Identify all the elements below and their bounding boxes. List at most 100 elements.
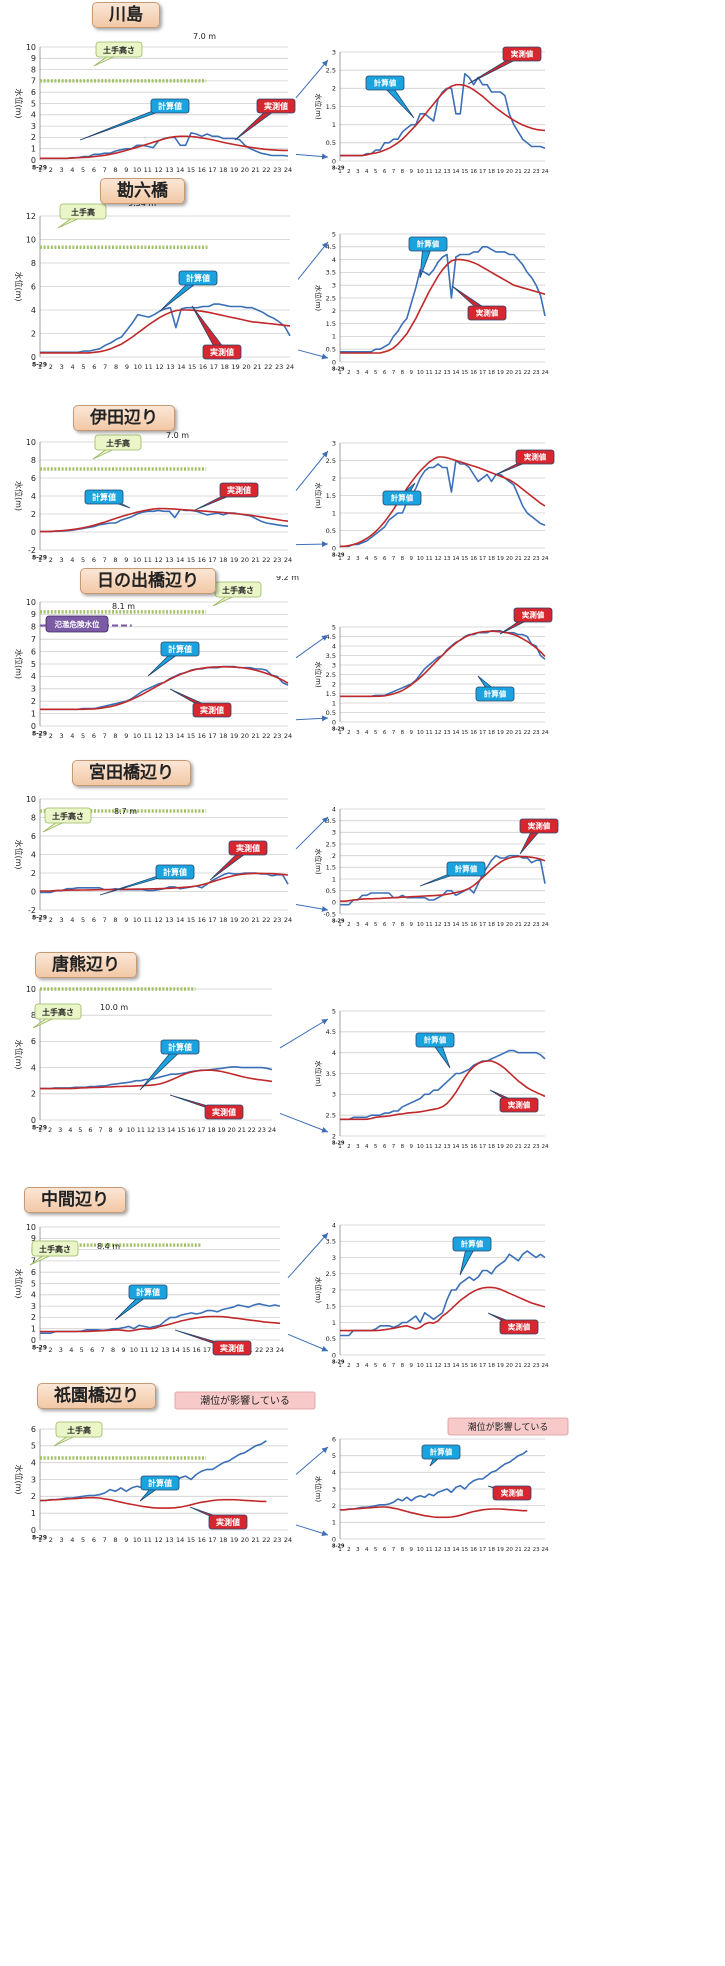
- x-tick-label: 1: [338, 1144, 342, 1150]
- x-tick-label: 13: [443, 922, 450, 928]
- x-tick-label: 17: [479, 370, 486, 376]
- x-tick-label: 12: [151, 1346, 159, 1354]
- x-tick-label: 24: [276, 1346, 284, 1354]
- y-tick-label: 2: [31, 869, 36, 878]
- x-tick-label: 22: [524, 1144, 531, 1150]
- x-tick-label: 20: [241, 166, 249, 174]
- callout-box: [178, 270, 218, 286]
- x-tick-label: 11: [144, 556, 152, 564]
- y-tick-label: 4: [31, 306, 36, 315]
- y-tick-label: 2.5: [326, 457, 336, 465]
- y-tick-label: -0.5: [323, 910, 336, 918]
- x-tick-label: 9: [124, 1536, 128, 1544]
- x-tick-label: 10: [417, 169, 424, 175]
- x-tick-label: 9: [410, 370, 414, 376]
- x-tick-label: 20: [506, 169, 513, 175]
- calc-label: 計算値: [461, 1239, 484, 1249]
- y-tick-label: 0: [31, 722, 36, 731]
- y-tick-label: 4: [31, 1458, 36, 1467]
- zoom-arrows: [295, 1446, 329, 1537]
- calc-callout: 計算値: [365, 75, 415, 119]
- y-tick-label: 5: [332, 230, 336, 238]
- x-tick-label: 9: [124, 916, 128, 924]
- x-tick-label: 8: [111, 1346, 115, 1354]
- x-tick-label: 4: [365, 1363, 369, 1369]
- x-tick-label: 3: [356, 1144, 360, 1150]
- x-tick-label: 3: [59, 556, 63, 564]
- calc-callout: 計算値: [139, 1475, 180, 1502]
- y-tick-label: 0: [31, 887, 36, 896]
- x-tick-label: 5: [374, 169, 378, 175]
- x-tick-label: 13: [165, 1536, 173, 1544]
- y-tick-label: 0: [31, 1116, 36, 1125]
- x-tick-label: 15: [188, 363, 196, 371]
- x-tick-label: 17: [479, 1547, 486, 1553]
- x-tick-label: 12: [154, 166, 162, 174]
- obs-callout: 実測値: [451, 285, 507, 321]
- x-tick-label: 19: [497, 1547, 504, 1553]
- x-tick-label: 2: [347, 1363, 351, 1369]
- x-tick-label: 23: [258, 1126, 266, 1134]
- levee-callout: 土手高: [92, 434, 142, 460]
- x-tick-label: 1: [338, 370, 342, 376]
- x-tick-label: 15: [461, 169, 468, 175]
- zoom-arrow: [287, 1232, 329, 1279]
- y-tick-label: 6: [31, 282, 36, 291]
- x-tick-label: 13: [443, 1547, 450, 1553]
- x-tick-label: 7: [392, 169, 396, 175]
- x-tick-label: 24: [542, 1144, 549, 1150]
- y-tick-label: 1: [332, 1319, 336, 1327]
- x-tick-label: 2: [48, 1346, 52, 1354]
- date-label: 8-29: [332, 1544, 345, 1550]
- x-tick-label: 8: [109, 1126, 113, 1134]
- y-tick-label: 6: [31, 1037, 36, 1046]
- tide-note-text: 潮位が影響している: [468, 1421, 549, 1433]
- calc-callout: 計算値: [114, 1284, 168, 1321]
- x-tick-label: 23: [533, 730, 540, 736]
- x-tick-label: 4: [68, 1126, 72, 1134]
- right-panel: 00.511.522.533.544.551 2 3 4 5 6 7 8 9 10 11 12 13 14…: [314, 230, 549, 376]
- x-tick-label: 10: [417, 556, 424, 562]
- right-panel: 00.511.522.531 2 3 4 5 6 7 8 9 10 11 12 13 14 15 16 17 18…: [314, 439, 555, 562]
- y-tick-label: 3: [332, 661, 336, 669]
- calc-series-line: [340, 459, 546, 548]
- callout-box: [150, 98, 190, 114]
- x-tick-label: 2: [49, 732, 53, 740]
- x-tick-label: 11: [144, 1536, 152, 1544]
- x-tick-label: 1: [38, 363, 42, 371]
- levee-label: 土手高さ: [39, 1244, 71, 1254]
- y-tick-label: 0: [31, 156, 36, 165]
- zoom-arrow: [295, 450, 329, 491]
- y-axis-label: 水位(m): [14, 481, 24, 511]
- date-label: 8-29: [332, 166, 345, 172]
- plot-area: [340, 809, 545, 914]
- y-axis-label: 水位(m): [314, 661, 323, 688]
- y-tick-label: 2.5: [326, 671, 336, 679]
- x-tick-label: 11: [137, 1126, 145, 1134]
- calc-callout: 計算値: [147, 641, 200, 677]
- x-tick-label: 17: [479, 730, 486, 736]
- x-tick-label: 7: [103, 916, 107, 924]
- x-tick-label: 24: [284, 732, 292, 740]
- x-tick-label: 16: [470, 1547, 477, 1553]
- x-tick-label: 18: [488, 556, 495, 562]
- callout-box: [59, 203, 107, 220]
- x-tick-label: 11: [426, 922, 433, 928]
- x-tick-label: 8: [113, 1536, 117, 1544]
- x-tick-label: 3: [356, 370, 360, 376]
- callout-box: [382, 490, 422, 506]
- x-tick-label: 5: [78, 1126, 82, 1134]
- x-tick-label: 6: [88, 1126, 92, 1134]
- x-tick-label: 3: [356, 922, 360, 928]
- x-tick-label: 21: [252, 556, 260, 564]
- x-tick-label: 15: [461, 556, 468, 562]
- y-tick-label: 3: [332, 439, 336, 447]
- x-tick-label: 22: [262, 1536, 270, 1544]
- x-tick-label: 17: [479, 1144, 486, 1150]
- obs-series-line: [40, 665, 289, 711]
- calc-callout: 計算値: [99, 864, 195, 896]
- x-tick-label: 19: [497, 169, 504, 175]
- levee-value: 7.0 m: [166, 431, 189, 440]
